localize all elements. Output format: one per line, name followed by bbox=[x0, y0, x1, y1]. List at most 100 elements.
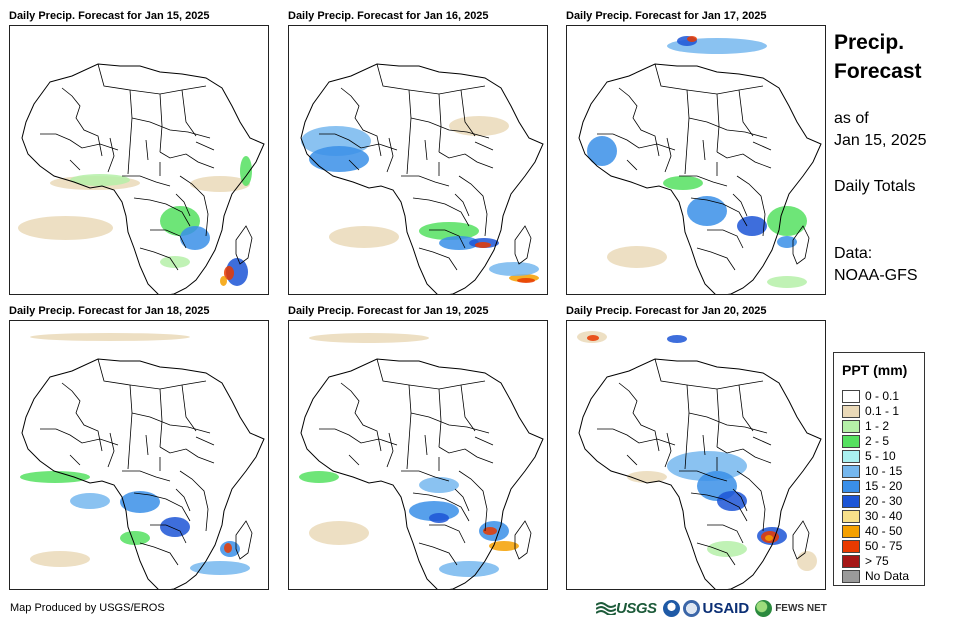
legend-label: > 75 bbox=[865, 554, 889, 568]
country-border bbox=[460, 384, 476, 432]
legend-item: 40 - 50 bbox=[842, 524, 902, 538]
country-border bbox=[376, 358, 486, 390]
map-panel-3: Daily Precip. Forecast for Jan 17, 2025 bbox=[566, 10, 826, 295]
legend-swatch bbox=[842, 569, 860, 583]
africa-precip-map bbox=[9, 25, 269, 295]
precip-area bbox=[309, 333, 429, 343]
precip-area bbox=[483, 527, 497, 535]
legend-item: 0 - 0.1 bbox=[842, 389, 899, 403]
country-border bbox=[454, 488, 470, 512]
precip-area bbox=[160, 256, 190, 268]
legend-label: 15 - 20 bbox=[865, 479, 903, 493]
country-border bbox=[438, 151, 494, 169]
country-border bbox=[376, 63, 486, 95]
legend-swatch bbox=[842, 464, 860, 478]
precip-area bbox=[309, 521, 369, 545]
map-panel-5: Daily Precip. Forecast for Jan 19, 2025 bbox=[288, 305, 548, 590]
legend-label: 1 - 2 bbox=[865, 419, 890, 433]
country-border bbox=[429, 229, 466, 249]
country-border bbox=[159, 446, 215, 464]
fews-net-logo: FEWS NET bbox=[775, 603, 827, 614]
usaid-logo: USAID bbox=[703, 600, 750, 617]
precip-area bbox=[224, 543, 232, 553]
precip-fill bbox=[20, 333, 250, 575]
legend-label: 0.1 - 1 bbox=[865, 404, 900, 418]
usgs-text: USGS bbox=[616, 599, 657, 617]
coastline bbox=[300, 63, 544, 294]
legend-swatch bbox=[842, 434, 860, 448]
country-border bbox=[410, 117, 490, 139]
legend-label: 40 - 50 bbox=[865, 524, 903, 538]
panel-title: Daily Precip. Forecast for Jan 18, 2025 bbox=[9, 305, 210, 317]
heading-line-1: Precip. bbox=[834, 31, 905, 54]
nasa-seal-icon bbox=[682, 599, 700, 617]
panel-title: Daily Precip. Forecast for Jan 15, 2025 bbox=[9, 10, 210, 22]
precip-area bbox=[190, 176, 250, 192]
daily-totals-label: Daily Totals bbox=[834, 178, 916, 195]
precip-area bbox=[587, 335, 599, 341]
precip-area bbox=[120, 491, 160, 513]
madagascar-outline bbox=[235, 225, 253, 265]
precip-area bbox=[429, 513, 449, 523]
country-border bbox=[736, 470, 766, 532]
as-of-block: as of Jan 15, 2025 bbox=[834, 108, 927, 152]
country-borders bbox=[40, 358, 215, 566]
country-border bbox=[738, 384, 754, 432]
country-border bbox=[458, 175, 488, 237]
precip-area bbox=[419, 222, 479, 240]
precip-area bbox=[765, 535, 773, 541]
country-border bbox=[406, 384, 412, 470]
country-border bbox=[618, 382, 660, 452]
country-border bbox=[738, 89, 754, 137]
country-border bbox=[181, 89, 197, 137]
country-border bbox=[418, 542, 458, 566]
precip-area bbox=[419, 477, 459, 493]
country-borders bbox=[319, 63, 494, 271]
country-border bbox=[150, 229, 187, 249]
precip-area bbox=[627, 471, 667, 483]
country-border bbox=[716, 151, 772, 169]
usgs-logo: USGS bbox=[596, 600, 657, 617]
precip-area bbox=[190, 561, 250, 575]
country-border bbox=[340, 87, 382, 157]
country-border bbox=[664, 432, 706, 468]
legend-item: 50 - 75 bbox=[842, 539, 902, 553]
country-border bbox=[319, 428, 398, 446]
country-border bbox=[150, 524, 187, 544]
country-border bbox=[684, 89, 690, 175]
precip-area bbox=[30, 551, 90, 567]
country-border bbox=[122, 470, 171, 482]
country-border bbox=[386, 432, 428, 468]
coastline bbox=[300, 358, 544, 589]
country-border bbox=[654, 63, 764, 95]
country-border bbox=[97, 358, 207, 390]
africa-precip-map bbox=[9, 320, 269, 590]
precip-area bbox=[607, 246, 667, 268]
country-border bbox=[133, 197, 191, 227]
precip-area bbox=[299, 471, 339, 483]
legend-label: 50 - 75 bbox=[865, 539, 903, 553]
legend-swatch bbox=[842, 449, 860, 463]
country-border bbox=[401, 470, 450, 482]
country-border bbox=[412, 492, 470, 522]
legend-item: No Data bbox=[842, 569, 909, 583]
country-border bbox=[340, 382, 382, 452]
coastline bbox=[578, 63, 822, 294]
legend-swatch bbox=[842, 554, 860, 568]
coastline bbox=[21, 63, 265, 294]
country-border bbox=[133, 492, 191, 522]
coastline bbox=[578, 358, 822, 589]
precip-area bbox=[220, 276, 227, 286]
precip-fill bbox=[301, 116, 539, 283]
precip-area bbox=[180, 226, 210, 250]
country-border bbox=[438, 93, 442, 153]
country-border bbox=[597, 133, 676, 151]
agency-logos: USGS USAID FEWS NET bbox=[596, 597, 833, 619]
country-border bbox=[401, 175, 450, 187]
legend-item: 20 - 30 bbox=[842, 494, 902, 508]
precip-area bbox=[489, 541, 519, 551]
data-source-block: Data: NOAA-GFS bbox=[834, 243, 918, 287]
precip-area bbox=[329, 226, 399, 248]
legend-item: 15 - 20 bbox=[842, 479, 902, 493]
legend-label: 2 - 5 bbox=[865, 434, 890, 448]
